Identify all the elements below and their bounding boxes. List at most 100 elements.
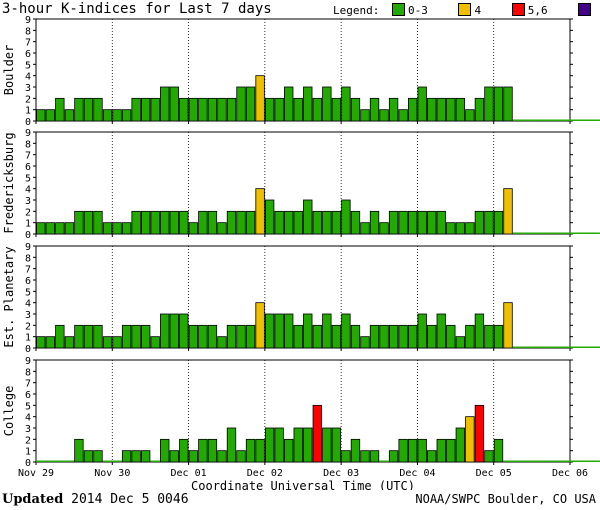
k-index-bar — [264, 199, 275, 235]
x-axis-label: Coordinate Universal Time (UTC) — [191, 479, 415, 490]
legend: Legend: 0-3 4 5,6 7-9 — [333, 3, 600, 30]
legend-swatch-purple — [578, 3, 592, 16]
k-index-bar — [284, 86, 294, 122]
k-index-bar — [121, 109, 132, 122]
legend-label: Legend: — [333, 4, 380, 17]
k-index-bar — [503, 302, 513, 349]
legend-item-4: 4 — [434, 3, 481, 17]
k-index-bar — [217, 222, 227, 235]
k-index-bar — [407, 438, 418, 463]
k-index-bar — [112, 222, 122, 235]
panel-name: Fredericksburg — [2, 132, 16, 233]
k-index-bar — [465, 324, 475, 349]
k-index-bar — [160, 313, 170, 349]
updated-label: Updated — [2, 492, 64, 507]
k-index-bar — [112, 336, 122, 349]
k-index-bar-zero — [512, 119, 523, 121]
k-index-bar — [179, 438, 189, 463]
legend-swatch-red — [511, 3, 525, 16]
panel-name: College — [2, 386, 16, 437]
k-index-bar — [312, 97, 322, 122]
k-index-bar — [245, 324, 256, 349]
k-index-bar-zero — [570, 119, 580, 121]
k-index-bar — [493, 210, 504, 235]
legend-item-0-3: 0-3 — [386, 3, 428, 17]
y-tick-label: 1 — [25, 219, 31, 230]
k-index-bar-zero — [531, 460, 542, 462]
y-tick-label: 7 — [25, 38, 31, 49]
k-index-bar — [160, 86, 170, 122]
k-index-bar — [207, 324, 218, 349]
y-tick-label: 0 — [25, 458, 31, 469]
k-index-bar — [131, 450, 141, 463]
k-index-bar — [369, 450, 380, 463]
k-index-bar — [407, 97, 418, 122]
k-index-bar — [465, 416, 475, 463]
k-index-bar — [140, 324, 151, 349]
k-index-bar — [236, 450, 246, 463]
k-index-bar — [255, 302, 265, 349]
k-index-bar-zero — [522, 460, 532, 462]
y-tick-label: 3 — [25, 424, 31, 435]
k-index-bar — [93, 450, 103, 463]
k-index-bar — [83, 450, 94, 463]
k-index-bar — [55, 222, 65, 235]
k-index-bar-zero — [150, 460, 160, 462]
k-index-bar — [503, 86, 513, 122]
k-index-bar — [179, 313, 189, 349]
k-index-bar — [255, 188, 265, 235]
k-index-bar — [465, 222, 475, 235]
k-index-bar — [93, 324, 103, 349]
k-index-bar-zero — [512, 460, 523, 462]
legend-item-5-6: 5,6 — [488, 3, 548, 17]
k-index-bar-zero — [541, 119, 551, 121]
k-index-bar — [312, 210, 322, 235]
k-index-bar — [74, 97, 84, 122]
k-index-bar — [341, 199, 351, 235]
y-tick-label: 3 — [25, 196, 31, 207]
k-index-bar — [179, 210, 189, 235]
x-tick-label: Dec 04 — [399, 468, 435, 479]
k-index-bar — [331, 97, 342, 122]
k-index-bar — [274, 313, 284, 349]
k-index-bar — [74, 438, 84, 463]
y-tick-label: 9 — [25, 242, 31, 253]
k-index-bar — [436, 313, 446, 349]
y-tick-label: 7 — [25, 265, 31, 276]
k-index-bar — [226, 97, 237, 122]
k-index-bar — [303, 199, 313, 235]
k-index-bar-zero — [570, 232, 580, 234]
k-index-bar — [398, 109, 408, 122]
k-index-bar — [245, 210, 256, 235]
k-index-bar-zero — [512, 232, 523, 234]
k-index-bar — [274, 97, 284, 122]
k-index-bar — [455, 336, 466, 349]
k-index-bar — [455, 427, 466, 463]
legend-text: 5,6 — [527, 4, 548, 17]
k-index-bar — [83, 210, 94, 235]
k-index-bar — [274, 427, 284, 463]
k-index-bar — [398, 210, 408, 235]
k-index-chart: 0123456789Boulder0123456789Fredericksbur… — [2, 15, 600, 490]
k-index-bar — [188, 324, 199, 349]
k-index-bar — [427, 210, 437, 235]
k-index-bar — [55, 324, 65, 349]
k-index-bar — [427, 324, 437, 349]
legend-text: 0-3 — [407, 4, 428, 17]
k-index-bar-zero — [541, 346, 551, 348]
k-index-bar — [140, 210, 151, 235]
k-index-bar-zero — [379, 460, 389, 462]
y-tick-label: 9 — [25, 15, 31, 26]
k-index-bar-zero — [522, 346, 532, 348]
k-index-bar — [446, 438, 456, 463]
k-index-bar-zero — [560, 119, 570, 121]
k-index-bar — [369, 210, 380, 235]
k-index-bar-zero — [102, 460, 113, 462]
y-tick-label: 5 — [25, 401, 31, 412]
k-index-bar — [93, 97, 103, 122]
k-index-bar — [74, 210, 84, 235]
k-index-bar — [131, 97, 141, 122]
k-index-bar — [284, 438, 294, 463]
k-index-bar — [484, 450, 494, 463]
k-index-bar — [436, 97, 446, 122]
